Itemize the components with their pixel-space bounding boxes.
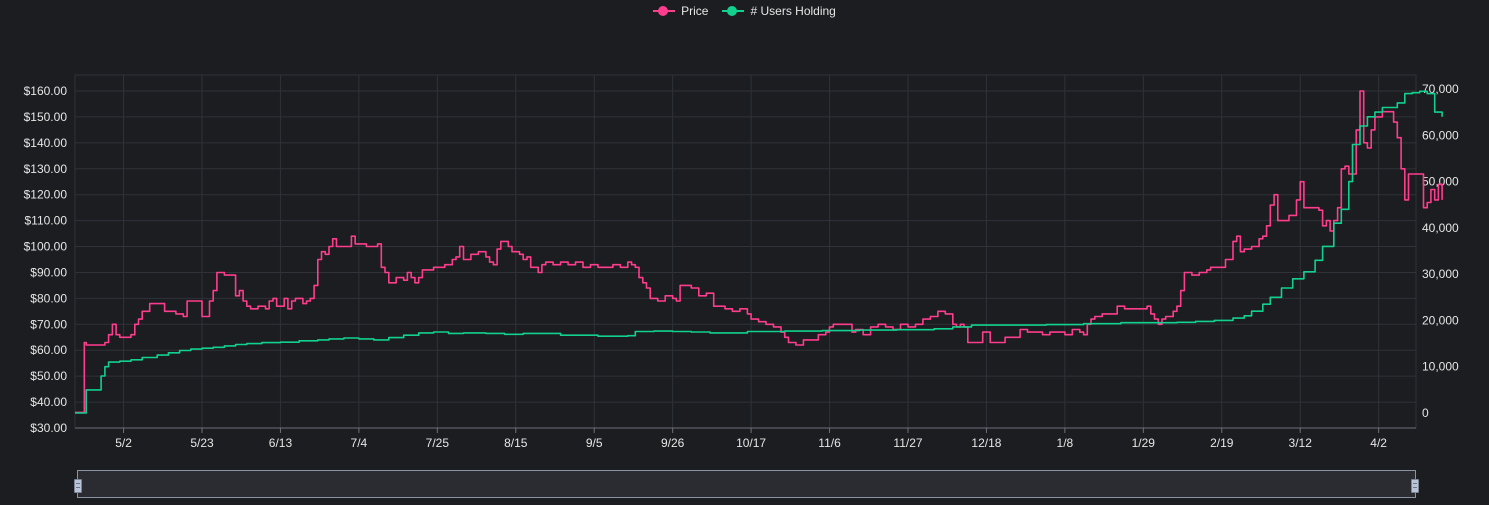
price-series-marker-icon bbox=[653, 6, 676, 16]
legend-item-price[interactable]: Price bbox=[653, 4, 708, 18]
y-left-tick-label: $160.00 bbox=[24, 84, 68, 98]
y-left-tick-label: $90.00 bbox=[30, 265, 67, 279]
y-left-tick-label: $40.00 bbox=[30, 395, 67, 409]
y-left-tick-label: $30.00 bbox=[30, 421, 67, 435]
price-series-line bbox=[75, 90, 1443, 414]
x-tick-label: 7/25 bbox=[426, 436, 450, 450]
x-tick-label: 8/15 bbox=[504, 436, 528, 450]
x-tick-label: 5/2 bbox=[115, 436, 132, 450]
y-left-tick-label: $130.00 bbox=[24, 162, 68, 176]
users-holding-series-line bbox=[75, 90, 1443, 414]
x-tick-label: 9/26 bbox=[661, 436, 685, 450]
x-tick-label: 11/27 bbox=[893, 436, 922, 450]
legend-label-users-holding: # Users Holding bbox=[750, 4, 836, 18]
y-right-tick-label: 70,000 bbox=[1422, 82, 1459, 96]
y-left-tick-label: $140.00 bbox=[24, 136, 68, 150]
x-tick-label: 2/19 bbox=[1210, 436, 1234, 450]
y-left-tick-label: $60.00 bbox=[30, 343, 67, 357]
x-tick-label: 5/23 bbox=[190, 436, 214, 450]
y-left-tick-label: $100.00 bbox=[24, 240, 68, 254]
x-tick-label: 10/17 bbox=[736, 436, 766, 450]
y-left-tick-label: $120.00 bbox=[24, 188, 68, 202]
y-left-tick-label: $150.00 bbox=[24, 110, 68, 124]
y-left-tick-label: $50.00 bbox=[30, 369, 67, 383]
plot-area bbox=[74, 74, 1417, 429]
x-tick-label: 1/8 bbox=[1057, 436, 1074, 450]
price-users-chart: $30.00 $40.00 $50.00 $60.00 $70.00 $80.00 $90.… bbox=[24, 74, 1459, 450]
x-tick-label: 3/12 bbox=[1289, 436, 1313, 450]
x-tick-label: 12/18 bbox=[971, 436, 1001, 450]
zoom-handle-right-icon[interactable] bbox=[1411, 479, 1419, 493]
x-tick-label: 9/5 bbox=[586, 436, 603, 450]
y-left-tick-label: $80.00 bbox=[30, 291, 67, 305]
y-left-tick-label: $110.00 bbox=[25, 214, 68, 228]
y-left-tick-label: $70.00 bbox=[30, 317, 67, 331]
x-tick-label: 1/29 bbox=[1132, 436, 1156, 450]
y-right-tick-label: 20,000 bbox=[1422, 313, 1459, 327]
data-zoom-slider[interactable] bbox=[74, 470, 1419, 498]
chart-legend: Price # Users Holding bbox=[0, 0, 1489, 22]
legend-item-users-holding[interactable]: # Users Holding bbox=[722, 4, 836, 18]
x-tick-label: 11/6 bbox=[818, 436, 841, 450]
x-tick-label: 7/4 bbox=[351, 436, 368, 450]
y-right-tick-label: 10,000 bbox=[1422, 360, 1459, 374]
y-right-tick-label: 0 bbox=[1422, 406, 1429, 420]
x-tick-label: 4/2 bbox=[1370, 436, 1387, 450]
y-right-tick-label: 50,000 bbox=[1422, 175, 1459, 189]
y-right-tick-label: 60,000 bbox=[1422, 128, 1459, 142]
y-right-tick-label: 30,000 bbox=[1422, 267, 1459, 281]
users-series-marker-icon bbox=[722, 6, 745, 16]
y-right-tick-label: 40,000 bbox=[1422, 221, 1459, 235]
zoom-handle-left-icon[interactable] bbox=[74, 479, 82, 493]
legend-label-price: Price bbox=[681, 4, 709, 18]
x-tick-label: 6/13 bbox=[269, 436, 293, 450]
